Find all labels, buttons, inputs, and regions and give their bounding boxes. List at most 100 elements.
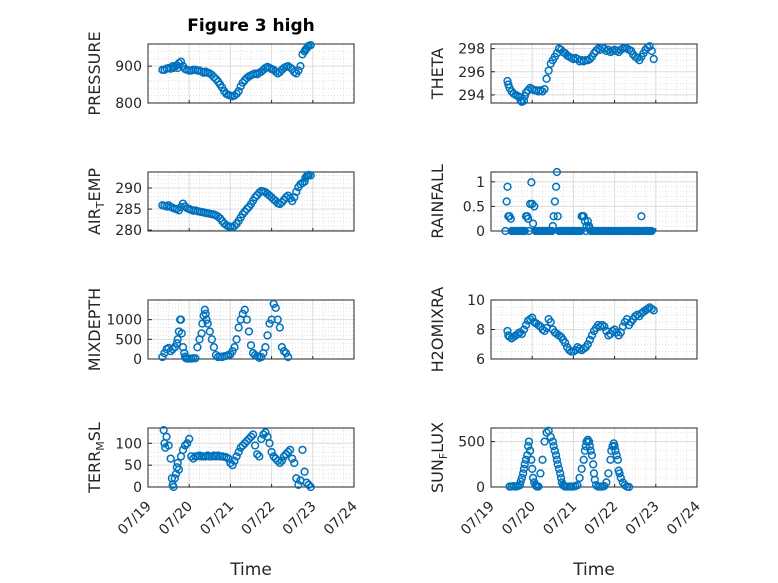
- data-point: [306, 40, 315, 50]
- data-point: [169, 482, 178, 492]
- data-point: [173, 335, 182, 344]
- data-point: [234, 323, 243, 332]
- data-point: [550, 446, 560, 455]
- data-point: [546, 317, 555, 327]
- data-point: [517, 329, 527, 339]
- data-point: [294, 480, 303, 489]
- data-point: [275, 323, 284, 332]
- data-point: [589, 460, 598, 469]
- data-point: [587, 331, 597, 340]
- data-point: [213, 212, 223, 221]
- data-point: [250, 441, 260, 450]
- x-axis-label-right: Time: [572, 560, 615, 580]
- data-point: [585, 54, 595, 64]
- subplot-sun-flux: 0 500 SUNFLUX 07/19 07/20 07/21 07/22 07/23 07/2…: [428, 422, 704, 538]
- y-axis-label: TERRMSL: [85, 422, 107, 494]
- data-point: [240, 305, 249, 314]
- data-point: [236, 443, 245, 452]
- data-point: [180, 441, 190, 450]
- data-point: [587, 451, 597, 460]
- data-point: [168, 345, 177, 354]
- data-point: [575, 473, 584, 483]
- data-point: [226, 458, 235, 468]
- data-point: [281, 193, 291, 202]
- scatter-points: [505, 426, 634, 492]
- data-point: [546, 432, 555, 442]
- data-point: [250, 193, 260, 202]
- y-axis-label: PRESSURE: [85, 31, 104, 115]
- x-tick-label: 07/22: [582, 499, 622, 539]
- y-axis-label: SUNFLUX: [428, 422, 450, 493]
- data-point: [528, 313, 537, 322]
- data-point: [600, 44, 609, 53]
- data-point: [515, 481, 524, 490]
- y-tick-label: 0: [133, 352, 142, 368]
- x-tick-label: 07/21: [540, 499, 580, 539]
- data-point: [516, 96, 525, 105]
- x-tick-label: 07/23: [280, 499, 320, 539]
- data-point: [275, 199, 284, 209]
- data-point: [649, 306, 658, 315]
- data-point: [604, 469, 613, 478]
- data-point: [549, 442, 558, 451]
- data-point: [267, 447, 276, 457]
- data-point: [502, 197, 511, 206]
- data-point: [584, 437, 594, 446]
- data-point: [576, 226, 585, 236]
- data-point: [548, 221, 557, 231]
- data-point: [281, 348, 291, 358]
- data-point: [556, 473, 566, 483]
- data-point: [300, 467, 309, 476]
- data-point: [162, 432, 171, 441]
- data-point: [633, 53, 642, 63]
- data-point: [193, 343, 202, 352]
- data-point: [548, 437, 557, 446]
- data-point: [172, 339, 181, 348]
- subplot-pressure: 800 900 PRESSURE: [85, 31, 355, 116]
- data-point: [519, 96, 529, 105]
- data-point: [170, 343, 179, 352]
- data-point: [536, 469, 545, 478]
- data-point: [176, 57, 186, 66]
- data-point: [228, 460, 237, 470]
- data-point: [238, 441, 247, 450]
- y-axis-label: THETA: [428, 48, 447, 100]
- data-point: [191, 354, 200, 363]
- y-axis-label: H2OMIXRA: [428, 287, 447, 373]
- data-point: [166, 454, 175, 463]
- x-tick-label: 07/19: [115, 499, 155, 539]
- data-point: [647, 226, 656, 236]
- data-point: [523, 442, 533, 451]
- data-point: [520, 460, 529, 469]
- data-point: [579, 212, 588, 221]
- data-point: [553, 212, 562, 221]
- data-point: [612, 451, 621, 460]
- y-tick-label: 0: [476, 224, 485, 240]
- data-point: [246, 432, 256, 441]
- axes-border: [147, 299, 355, 360]
- y-tick-label: 8: [476, 323, 485, 339]
- y-tick-label: 298: [458, 42, 485, 58]
- data-point: [242, 436, 252, 446]
- data-point: [585, 442, 595, 451]
- data-point: [253, 450, 262, 459]
- x-tick-label: 07/24: [321, 498, 361, 538]
- data-point: [527, 455, 536, 464]
- data-point: [261, 428, 270, 437]
- x-tick-label: 07/24: [664, 498, 704, 538]
- data-point: [296, 61, 305, 71]
- data-point: [265, 319, 274, 328]
- data-point: [173, 63, 182, 73]
- y-tick-label: 100: [115, 436, 142, 452]
- data-point: [257, 352, 266, 362]
- data-point: [230, 91, 239, 100]
- y-axis-label: MIXDEPTH: [85, 288, 104, 371]
- data-point: [528, 464, 537, 473]
- subplot-h2omixra: 6 8 10 H2OMIXRA: [428, 287, 698, 373]
- data-point: [265, 439, 274, 448]
- y-tick-label: 1000: [106, 313, 142, 329]
- data-point: [519, 464, 529, 473]
- data-point: [520, 226, 529, 236]
